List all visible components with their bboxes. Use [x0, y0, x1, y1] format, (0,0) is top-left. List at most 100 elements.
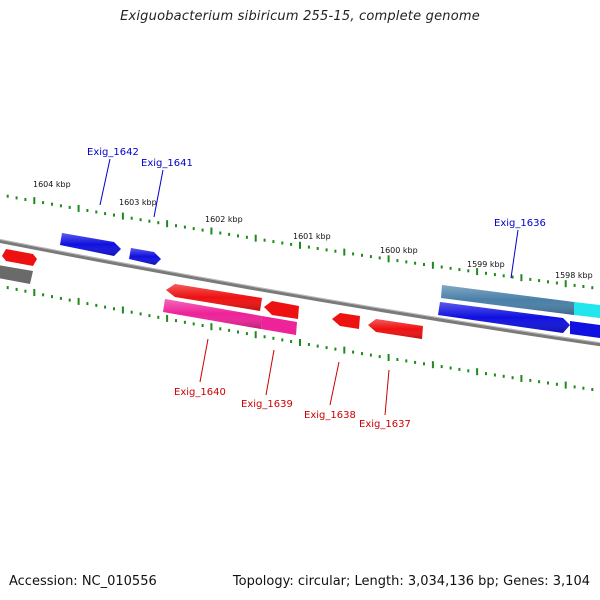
lower-scale-major-tick: [343, 346, 346, 354]
gene-label-exig-1636[interactable]: Exig_1636: [494, 218, 546, 229]
lower-scale-major-tick: [476, 368, 479, 376]
lower-scale-minor-tick: [281, 338, 284, 342]
lower-scale-minor-tick: [219, 327, 222, 331]
upper-scale-minor-tick: [591, 286, 594, 290]
gene-feature-exig-1638[interactable]: [332, 313, 360, 329]
lower-scale-minor-tick: [86, 302, 89, 306]
lower-scale-minor-tick: [24, 289, 27, 293]
upper-scale-minor-tick: [42, 201, 45, 205]
lower-scale-major-tick: [299, 339, 301, 346]
lower-scale-minor-tick: [68, 298, 71, 302]
lower-scale-minor-tick: [130, 310, 133, 314]
gene-label-exig-1640[interactable]: Exig_1640: [174, 387, 226, 398]
upper-scale-minor-tick: [369, 255, 372, 259]
upper-scale-minor-tick: [130, 216, 133, 220]
lower-scale-minor-tick: [414, 360, 417, 364]
lower-scale-minor-tick: [493, 373, 496, 377]
upper-scale-minor-tick: [219, 231, 222, 235]
upper-scale-major-tick: [431, 261, 434, 269]
lower-scale-major-tick: [121, 306, 124, 314]
lower-scale-minor-tick: [458, 367, 461, 371]
upper-scale-minor-tick: [352, 252, 355, 256]
upper-scale-minor-tick: [493, 273, 496, 277]
upper-scale-major-tick: [210, 227, 213, 235]
accession-text: Accession: NC_010556: [9, 574, 157, 589]
upper-scale-major-tick: [299, 241, 301, 249]
scale-label-1599: 1599 kbp: [467, 260, 505, 269]
upper-scale-minor-tick: [440, 265, 443, 269]
upper-scale-minor-tick: [334, 249, 337, 253]
upper-scale-major-tick: [33, 197, 36, 205]
gene-feature-left-red[interactable]: [2, 249, 37, 266]
upper-scale-minor-tick: [502, 274, 505, 278]
lower-scale-minor-tick: [502, 374, 505, 378]
lower-scale-major-tick: [431, 361, 434, 369]
upper-scale-minor-tick: [423, 263, 425, 266]
gene-label-exig-1641[interactable]: Exig_1641: [141, 158, 193, 169]
upper-scale-minor-tick: [547, 280, 549, 284]
upper-scale-minor-tick: [86, 209, 89, 212]
lower-scale-minor-tick: [175, 319, 177, 323]
lower-scale-minor-tick: [148, 314, 151, 318]
upper-scale-minor-tick: [201, 228, 204, 232]
lower-scale-minor-tick: [396, 358, 399, 361]
gene-label-exig-1638[interactable]: Exig_1638: [304, 410, 356, 421]
upper-scale-minor-tick: [467, 269, 470, 273]
gene-shading: [60, 233, 574, 339]
upper-scale-minor-tick: [175, 224, 177, 228]
lower-scale-minor-tick: [334, 347, 337, 351]
lower-scale-minor-tick: [237, 330, 239, 334]
upper-scale-minor-tick: [405, 260, 408, 264]
upper-scale-minor-tick: [6, 194, 9, 198]
upper-scale-minor-tick: [290, 242, 293, 246]
lower-scale-minor-tick: [423, 362, 425, 366]
upper-scale-minor-tick: [104, 212, 107, 216]
scale-label-1601: 1601 kbp: [293, 232, 331, 241]
gene-feature-left-gray[interactable]: [0, 265, 33, 284]
lower-scale-minor-tick: [290, 340, 293, 343]
lower-scale-minor-tick: [183, 320, 186, 324]
upper-scale-major-tick: [254, 234, 257, 242]
gene-feature-exig-1639[interactable]: [261, 316, 297, 335]
lower-scale-minor-tick: [51, 295, 53, 299]
upper-scale-minor-tick: [95, 210, 98, 214]
upper-scale-minor-tick: [139, 218, 142, 222]
upper-scale: [6, 194, 594, 290]
upper-scale-minor-tick: [316, 247, 319, 250]
lower-scale-minor-tick: [405, 359, 408, 363]
upper-scale-minor-tick: [245, 235, 248, 239]
upper-scale-minor-tick: [68, 205, 71, 209]
lower-scale-minor-tick: [325, 346, 328, 350]
gene-label-exig-1642[interactable]: Exig_1642: [87, 147, 139, 158]
upper-scale-minor-tick: [396, 259, 399, 263]
lower-scale-minor-tick: [440, 365, 443, 369]
lower-scale-minor-tick: [104, 305, 107, 309]
lower-scale-minor-tick: [6, 286, 9, 290]
upper-scale-minor-tick: [414, 261, 417, 265]
upper-scale-minor-tick: [325, 248, 328, 252]
upper-scale-minor-tick: [307, 245, 310, 249]
upper-scale-minor-tick: [538, 279, 541, 283]
lower-scale-minor-tick: [555, 382, 558, 386]
gene-feature-exig-1639-top[interactable]: [264, 301, 299, 319]
gene-feature-cyan[interactable]: [574, 302, 600, 318]
genome-backbone-highlight: [0, 238, 600, 344]
lower-scale-minor-tick: [59, 296, 62, 300]
lower-scale-major-tick: [77, 297, 80, 305]
upper-scale-minor-tick: [263, 238, 266, 242]
lower-scale-minor-tick: [547, 381, 549, 385]
lower-scale-major-tick: [387, 354, 390, 361]
scale-label-1604: 1604 kbp: [33, 180, 71, 189]
upper-scale-minor-tick: [555, 281, 558, 285]
upper-scale-minor-tick: [59, 204, 62, 208]
map-title: Exiguobacterium sibiricum 255-15, comple…: [120, 9, 480, 24]
upper-scale-minor-tick: [15, 196, 18, 200]
gene-label-exig-1637[interactable]: Exig_1637: [359, 419, 411, 430]
lower-scale-major-tick: [33, 289, 36, 296]
upper-scale-minor-tick: [183, 225, 186, 229]
gene-feature-right-blue[interactable]: [570, 321, 600, 338]
gene-label-exig-1639[interactable]: Exig_1639: [241, 399, 293, 410]
lower-scale-minor-tick: [361, 352, 363, 356]
lower-scale-major-tick: [210, 323, 213, 331]
lower-scale-minor-tick: [113, 307, 115, 311]
